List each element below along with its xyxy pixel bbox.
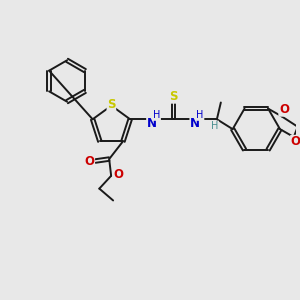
Text: N: N [147,117,157,130]
Text: O: O [85,154,94,167]
Text: S: S [169,90,178,103]
Text: H: H [196,110,204,120]
Text: H: H [153,110,160,120]
Text: O: O [113,168,123,181]
Text: N: N [190,117,200,130]
Text: H: H [211,121,219,131]
Text: O: O [291,135,300,148]
Text: O: O [279,103,289,116]
Text: S: S [107,98,116,111]
